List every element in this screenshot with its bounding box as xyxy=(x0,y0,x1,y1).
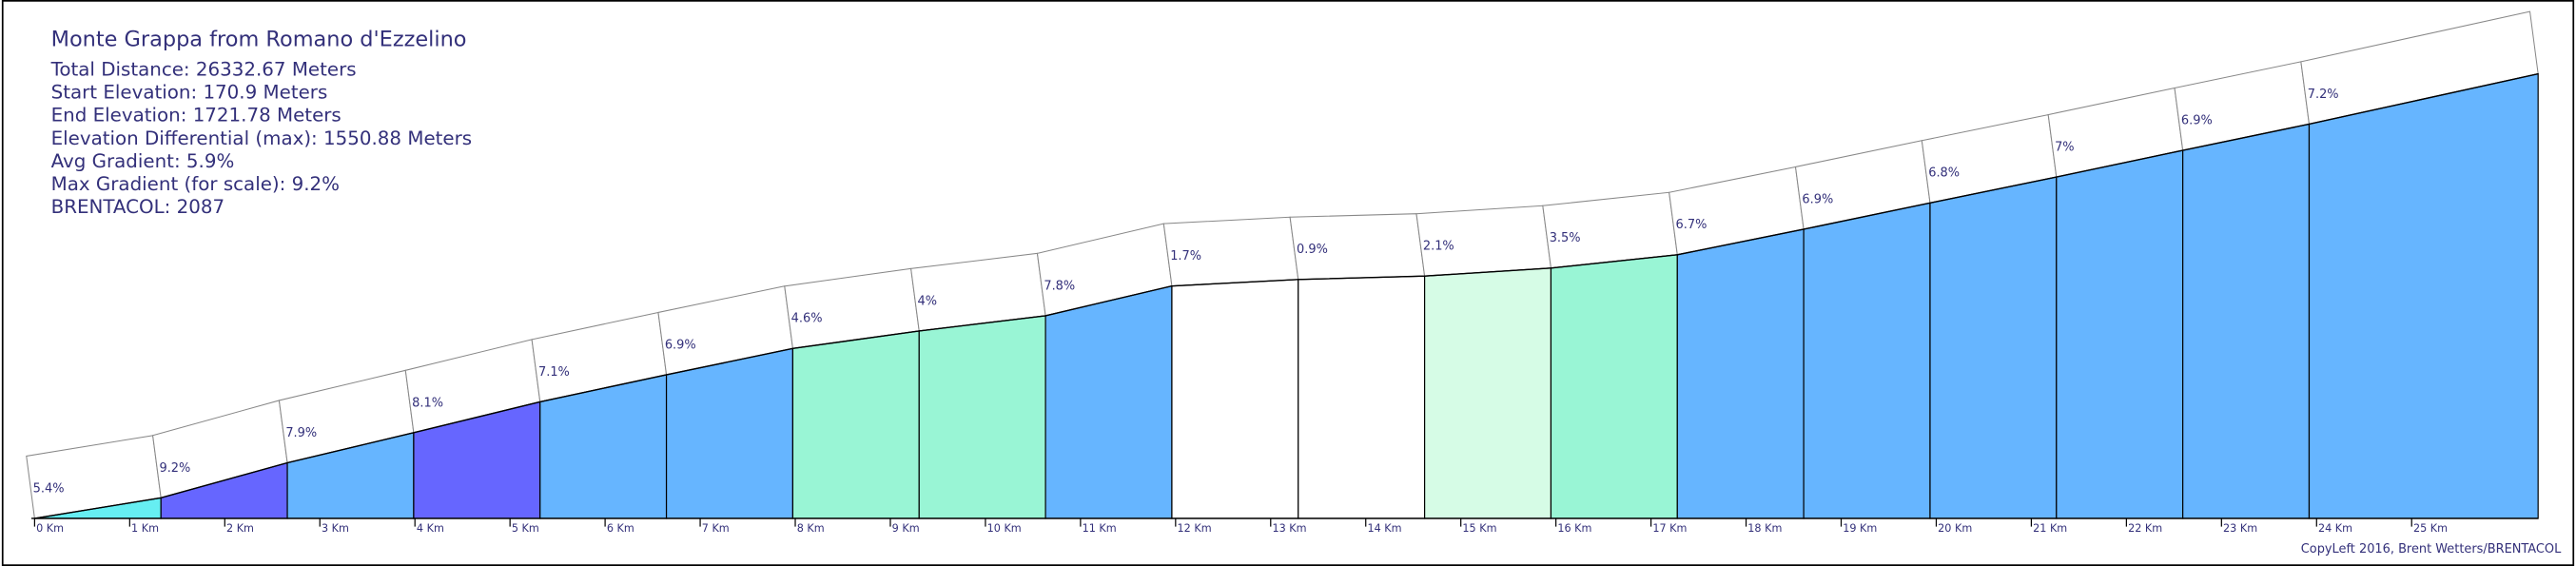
x-tick-label: 6 Km xyxy=(607,522,634,535)
gradient-label: 9.2% xyxy=(159,461,190,476)
x-tick-label: 21 Km xyxy=(2033,522,2067,535)
x-tick-label: 1 Km xyxy=(131,522,159,535)
stat-line: Total Distance: 26332.67 Meters xyxy=(50,58,357,80)
profile-line xyxy=(34,72,2539,519)
segment xyxy=(2056,149,2184,519)
gradient-label: 1.7% xyxy=(1170,249,1201,263)
footer: CopyLeft 2016, Brent Wetters/BRENTACOL xyxy=(2301,542,2562,556)
gradient-label: 6.8% xyxy=(1928,166,1960,181)
x-tick-label: 14 Km xyxy=(1367,522,1401,535)
segment xyxy=(1298,275,1426,519)
gradient-label: 7.2% xyxy=(2308,88,2339,102)
gradient-label: 7.9% xyxy=(285,426,317,440)
stat-line: End Elevation: 1721.78 Meters xyxy=(51,105,342,127)
x-tick-label: 17 Km xyxy=(1652,522,1687,535)
stat-line: Start Elevation: 170.9 Meters xyxy=(51,81,328,103)
segment xyxy=(1044,284,1173,519)
gradient-label: 6.7% xyxy=(1676,218,1708,232)
segment xyxy=(791,330,920,519)
x-tick-label: 7 Km xyxy=(702,522,730,535)
segment xyxy=(1803,202,1931,519)
gradient-label: 2.1% xyxy=(1423,240,1454,254)
gradient-label: 6.9% xyxy=(2181,113,2213,127)
gradient-label: 3.5% xyxy=(1550,231,1581,245)
segment xyxy=(2182,123,2311,519)
segment xyxy=(918,315,1046,519)
x-tick-label: 16 Km xyxy=(1557,522,1591,535)
stat-line: Elevation Differential (max): 1550.88 Me… xyxy=(51,127,472,149)
x-tick-label: 8 Km xyxy=(797,522,825,535)
x-tick-label: 24 Km xyxy=(2318,522,2352,535)
chart-title: Monte Grappa from Romano d'Ezzelino xyxy=(51,27,467,51)
gradient-label: 5.4% xyxy=(33,481,65,496)
x-tick-label: 2 Km xyxy=(226,522,254,535)
stat-line: Avg Gradient: 5.9% xyxy=(51,150,235,172)
x-tick-label: 12 Km xyxy=(1178,522,1212,535)
x-tick-label: 25 Km xyxy=(2413,522,2448,535)
x-tick-label: 19 Km xyxy=(1843,522,1877,535)
x-tick-label: 3 Km xyxy=(322,522,349,535)
segment xyxy=(2308,72,2539,519)
segment xyxy=(1929,176,2058,519)
x-tick-label: 11 Km xyxy=(1083,522,1117,535)
gradient-label: 0.9% xyxy=(1297,243,1328,257)
gradient-label: 7% xyxy=(2055,140,2075,154)
x-tick-label: 18 Km xyxy=(1747,522,1782,535)
x-tick-label: 20 Km xyxy=(1938,522,1972,535)
x-tick-label: 13 Km xyxy=(1273,522,1307,535)
segment xyxy=(1424,267,1552,519)
x-tick-label: 9 Km xyxy=(892,522,920,535)
segment xyxy=(665,347,794,519)
gradient-label: 7.8% xyxy=(1044,279,1075,293)
x-tick-label: 15 Km xyxy=(1462,522,1496,535)
gradient-label: 4.6% xyxy=(791,312,823,326)
segment xyxy=(1676,228,1805,519)
gradient-label: 6.9% xyxy=(1802,192,1833,206)
x-tick-label: 10 Km xyxy=(987,522,1022,535)
x-tick-label: 4 Km xyxy=(417,522,444,535)
segment xyxy=(1550,254,1678,519)
x-tick-label: 0 Km xyxy=(36,522,64,535)
gradient-label: 8.1% xyxy=(412,396,443,410)
x-tick-label: 22 Km xyxy=(2128,522,2162,535)
x-tick-label: 23 Km xyxy=(2223,522,2257,535)
stat-line: BRENTACOL: 2087 xyxy=(51,196,224,218)
stat-line: Max Gradient (for scale): 9.2% xyxy=(51,173,340,195)
gradient-label: 4% xyxy=(918,294,937,308)
gradient-label: 6.9% xyxy=(665,338,696,352)
gradient-label: 7.1% xyxy=(538,365,570,380)
segment xyxy=(1171,279,1299,519)
x-tick-label: 5 Km xyxy=(512,522,539,535)
